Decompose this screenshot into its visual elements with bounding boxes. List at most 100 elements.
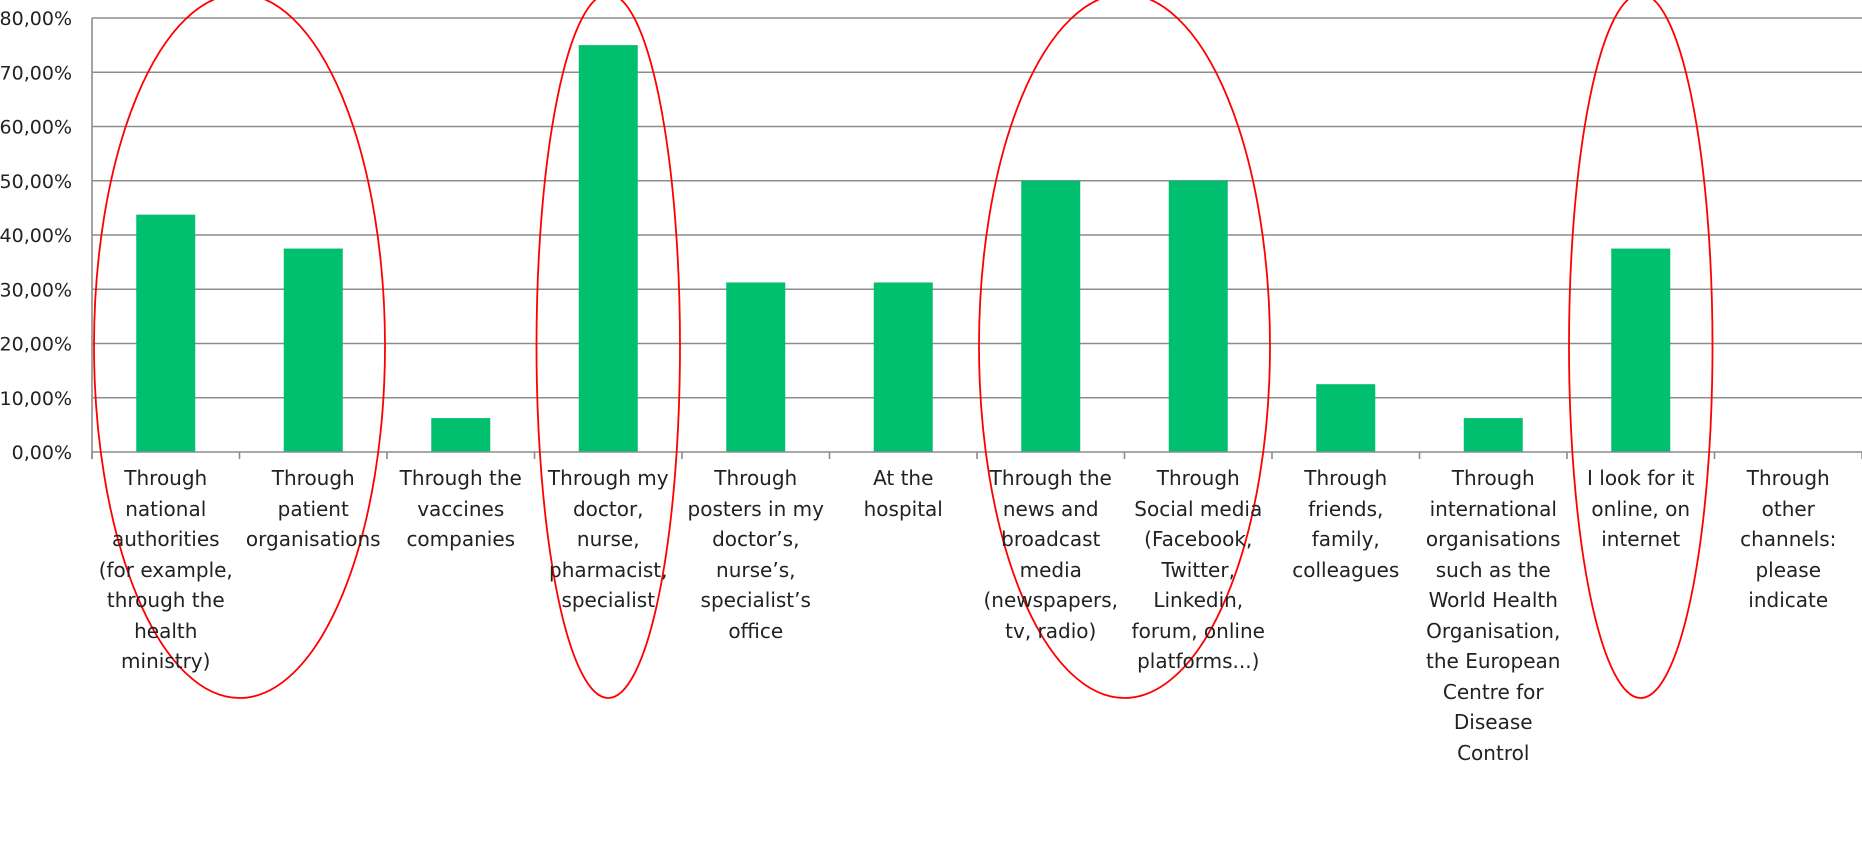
category-label-line: colleagues (1292, 557, 1400, 582)
category-label-line: through the (106, 588, 225, 612)
category-label-line: Through (1304, 466, 1388, 490)
y-tick-label: 70,00% (0, 62, 72, 84)
highlight-ellipse (93, 0, 386, 699)
highlight-ellipse (535, 0, 681, 699)
y-tick-label: 20,00% (0, 334, 72, 356)
category-label: Through posters in my doctor’s, nurse’s, spe… (681, 463, 831, 646)
category-label-line: doctor, (572, 496, 644, 521)
bar (283, 248, 343, 452)
category-label-line: Centre for (1442, 679, 1544, 704)
category-label-line: ministry) (121, 649, 211, 673)
category-label-line: Through (714, 466, 798, 490)
category-label-line: Through the (989, 466, 1112, 490)
category-label-line: news and (1002, 496, 1099, 521)
category-label-line: the European (1426, 649, 1561, 673)
category-label-line: office (728, 618, 784, 643)
category-label-line: Through the (399, 466, 522, 490)
category-label-line: pharmacist, (549, 557, 668, 582)
highlight-ellipses (93, 0, 1714, 699)
y-tick-label: 80,00% (0, 8, 72, 30)
category-label-line: Social media (1134, 496, 1263, 521)
y-tick-label: 40,00% (0, 225, 72, 247)
category-label-line: forum, online (1131, 618, 1265, 643)
category-label-line: broadcast (1001, 527, 1101, 551)
category-label-line: specialist’s (700, 588, 811, 612)
bar (1316, 384, 1376, 452)
category-label-line: indicate (1748, 588, 1829, 612)
y-tick-label: 60,00% (0, 117, 72, 139)
category-label-line: international (1429, 496, 1557, 521)
category-label-line: Through (1156, 466, 1240, 490)
category-label: Through other channels: please indicate (1713, 463, 1862, 616)
category-label-line: Through my (547, 466, 669, 490)
category-label-line: other (1761, 496, 1815, 521)
category-label-line: channels: (1740, 527, 1837, 551)
category-label-line: family, (1311, 527, 1380, 551)
category-label-line: Disease (1453, 710, 1533, 734)
category-label-line: At the (873, 466, 934, 490)
category-label: I look for it online, on internet (1566, 463, 1716, 555)
bar (1463, 418, 1523, 452)
category-label: Through the vaccines companies (386, 463, 536, 555)
category-label-line: (Facebook, (1144, 527, 1253, 551)
category-label: Through the news and broadcast media (newspa… (976, 463, 1126, 646)
bar (1021, 180, 1081, 452)
category-label-line: such as the (1435, 557, 1551, 582)
category-label-line: authorities (111, 527, 220, 551)
category-label-line: online, on (1591, 496, 1691, 521)
category-label-line: I look for it (1587, 466, 1695, 490)
category-label: Through Social media (Facebook, Twitter, Lin… (1123, 463, 1273, 677)
category-label-line: internet (1601, 527, 1681, 551)
category-label-line: national (125, 496, 207, 521)
category-label-line: Organisation, (1426, 618, 1561, 643)
category-label-line: Through (271, 466, 355, 490)
bars (136, 45, 1671, 452)
category-label-line: doctor’s, (712, 527, 800, 551)
category-label-line: vaccines (417, 496, 505, 521)
category-label: At the hospital (828, 463, 978, 524)
category-label-line: (for example, (98, 557, 233, 582)
category-label-line: patient (277, 496, 349, 521)
category-label-line: organisations (245, 527, 381, 551)
bar (578, 45, 638, 452)
bar (873, 282, 933, 452)
bar (136, 214, 196, 452)
category-label-line: Through (124, 466, 208, 490)
category-label-line: platforms...) (1137, 649, 1260, 673)
y-tick-label: 50,00% (0, 171, 72, 193)
category-label: Through my doctor, nurse, pharmacist, specia… (533, 463, 683, 616)
category-label-line: health (134, 618, 198, 643)
category-label-line: Through (1746, 466, 1830, 490)
category-label-line: Twitter, (1161, 557, 1235, 582)
y-tick-label: 30,00% (0, 279, 72, 301)
category-label-line: (newspapers, (983, 588, 1118, 612)
category-label-line: nurse’s, (716, 557, 796, 582)
category-label-line: nurse, (576, 527, 640, 551)
category-label: Through national authorities (for example, t… (91, 463, 241, 677)
category-label-line: please (1755, 557, 1822, 582)
y-tick-label: 10,00% (0, 388, 72, 410)
category-label-line: specialist (561, 588, 656, 612)
highlight-ellipse (1568, 0, 1714, 699)
category-label-line: posters in my (687, 496, 824, 521)
x-axis (91, 18, 1862, 459)
category-label: Through friends, family, colleagues (1271, 463, 1421, 585)
gridlines (92, 17, 1862, 399)
y-tick-label: 0,00% (12, 442, 72, 464)
category-label-line: hospital (863, 496, 943, 521)
bar (726, 282, 786, 452)
y-axis-tick-labels: 0,00% 10,00% 20,00% 30,00% 40,00% 50,00% 60,00… (0, 8, 72, 464)
bar (431, 418, 491, 452)
category-label-line: media (1019, 557, 1082, 582)
category-label-line: Control (1457, 740, 1530, 765)
category-label-line: companies (406, 527, 516, 551)
category-label-line: Linkedin, (1153, 588, 1244, 612)
category-label: Through patient organisations (238, 463, 388, 555)
bar (1168, 180, 1228, 452)
category-label-line: World Health (1428, 588, 1558, 612)
bar (1611, 248, 1671, 452)
category-label-line: organisations (1425, 527, 1561, 551)
category-label-line: Through (1451, 466, 1535, 490)
category-label: Through international organisations such as… (1418, 463, 1568, 768)
